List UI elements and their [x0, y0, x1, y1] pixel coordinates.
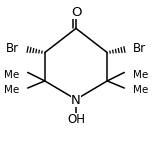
- Text: O: O: [71, 6, 81, 19]
- Text: Me: Me: [133, 85, 149, 95]
- Text: Me: Me: [3, 85, 19, 95]
- Text: Br: Br: [133, 42, 146, 56]
- Text: Me: Me: [133, 70, 149, 80]
- Text: Br: Br: [6, 42, 19, 56]
- Text: Me: Me: [3, 70, 19, 80]
- Text: OH: OH: [67, 113, 85, 127]
- Text: N: N: [71, 94, 81, 107]
